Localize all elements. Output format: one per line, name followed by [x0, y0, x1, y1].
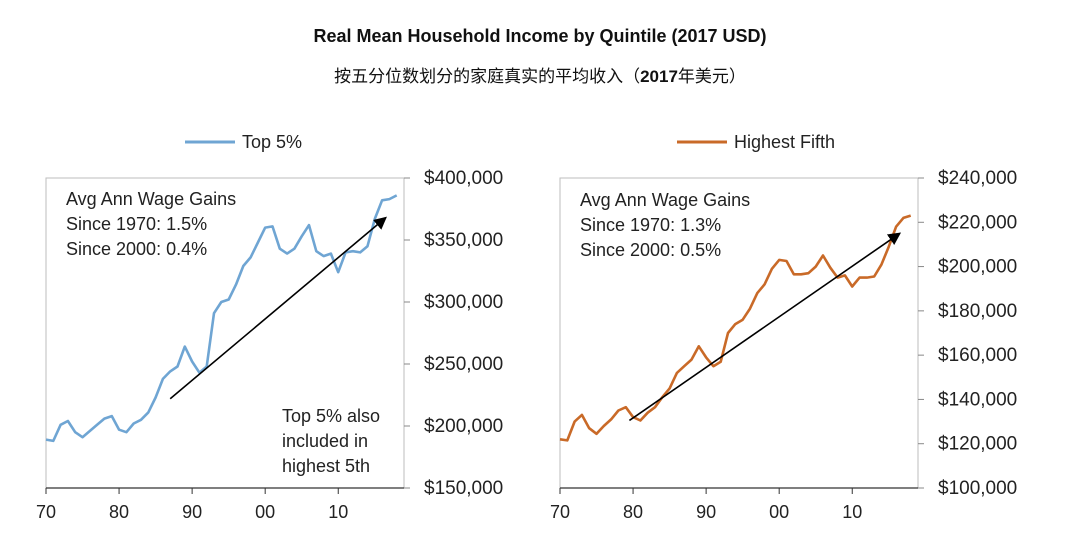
chart-title: Real Mean Household Income by Quintile (… — [313, 26, 767, 46]
chart2-y-tick-label: $240,000 — [938, 168, 1017, 189]
chart1-y-tick-label: $300,000 — [424, 292, 503, 313]
chart1-x-tick-label: 90 — [182, 502, 202, 522]
chart2-y-tick-label: $220,000 — [938, 212, 1017, 233]
chart2-y-tick-label: $160,000 — [938, 345, 1017, 366]
chart-subtitle: 按五分位数划分的家庭真实的平均收入（2017年美元） — [0, 62, 1080, 87]
chart1-y-tick-label: $150,000 — [424, 478, 503, 499]
chart2-x-tick-label: 80 — [623, 502, 643, 522]
chart1-annotation-line: Since 1970: 1.5% — [66, 214, 207, 234]
chart2-x-tick-label: 90 — [696, 502, 716, 522]
subtitle-prefix: 按五分位数划分的家庭真实的平均收入（ — [334, 67, 641, 86]
chart1-x-tick-label: 80 — [109, 502, 129, 522]
chart1-legend-label: Top 5% — [242, 132, 302, 152]
chart1-x-tick-label: 70 — [36, 502, 56, 522]
chart2-annotation-line: Since 2000: 0.5% — [580, 240, 721, 260]
chart2-y-tick-label: $120,000 — [938, 434, 1017, 455]
chart1-series-line — [45, 194, 398, 443]
chart2-x-tick-label: 00 — [769, 502, 789, 522]
chart1-y-tick-label: $200,000 — [424, 416, 503, 437]
chart2-x-tick-label: 70 — [550, 502, 570, 522]
chart2-annotation-line: Avg Ann Wage Gains — [580, 190, 750, 210]
chart2-series-line — [559, 214, 912, 442]
chart1-x-tick-label: 10 — [328, 502, 348, 522]
chart2-y-tick-label: $100,000 — [938, 478, 1017, 499]
chart1-y-tick-label: $250,000 — [424, 354, 503, 375]
chart2-y-tick-label: $140,000 — [938, 389, 1017, 410]
chart2-legend-label: Highest Fifth — [734, 132, 835, 152]
chart1-trend-arrow — [169, 216, 387, 400]
chart2-y-tick-label: $200,000 — [938, 257, 1017, 278]
chart2-y-tick-label: $180,000 — [938, 301, 1017, 322]
chart1-annotation-line: Since 2000: 0.4% — [66, 239, 207, 259]
chart2-x-tick-label: 10 — [842, 502, 862, 522]
chart1-note-line: included in — [282, 431, 368, 451]
chart1-y-tick-label: $350,000 — [424, 230, 503, 251]
chart1-note-line: Top 5% also — [282, 406, 380, 426]
chart2-trend-arrow — [628, 232, 902, 422]
subtitle-year: 2017 — [640, 67, 678, 86]
chart1-x-tick-label: 00 — [255, 502, 275, 522]
chart1-y-tick-label: $400,000 — [424, 168, 503, 189]
chart1-annotation-line: Avg Ann Wage Gains — [66, 189, 236, 209]
chart2-annotation-line: Since 1970: 1.3% — [580, 215, 721, 235]
chart1-note-line: highest 5th — [282, 456, 370, 476]
subtitle-suffix: 年美元） — [677, 67, 746, 86]
